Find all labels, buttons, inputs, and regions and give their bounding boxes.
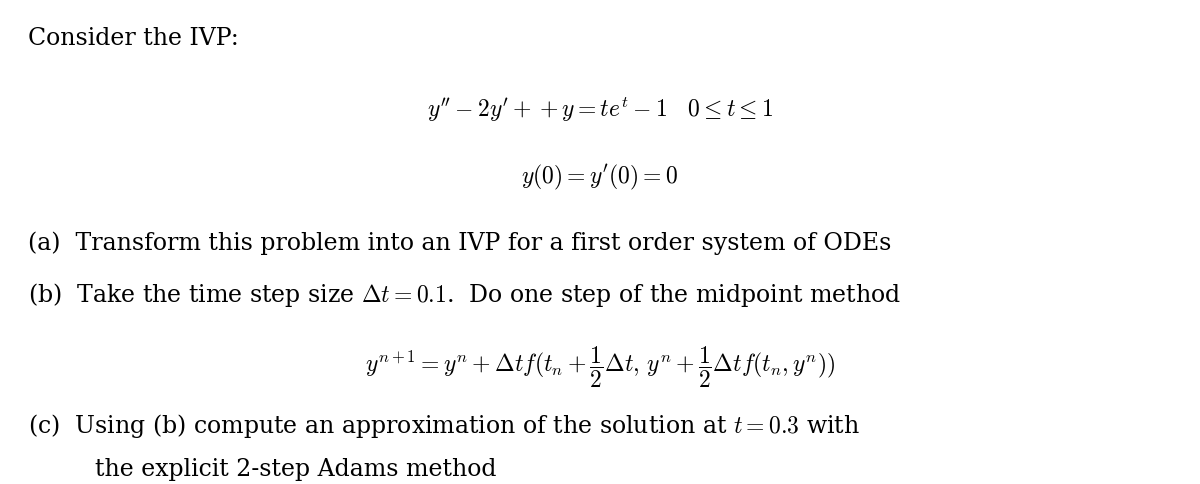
Text: (a)  Transform this problem into an IVP for a first order system of ODEs: (a) Transform this problem into an IVP f… xyxy=(28,230,892,254)
Text: $y(0) = y'(0) = 0$: $y(0) = y'(0) = 0$ xyxy=(522,163,678,192)
Text: $y'' - 2y' + +y = te^t - 1 \quad 0 \leq t \leq 1$: $y'' - 2y' + +y = te^t - 1 \quad 0 \leq … xyxy=(427,95,773,124)
Text: (b)  Take the time step size $\Delta t = 0.1$.  Do one step of the midpoint meth: (b) Take the time step size $\Delta t = … xyxy=(28,280,901,308)
Text: Consider the IVP:: Consider the IVP: xyxy=(28,27,239,50)
Text: (c)  Using (b) compute an approximation of the solution at $t = 0.3$ with: (c) Using (b) compute an approximation o… xyxy=(28,411,860,439)
Text: $y^{n+1} = y^n + \Delta t f(t_n + \dfrac{1}{2}\Delta t,\, y^n + \dfrac{1}{2}\Del: $y^{n+1} = y^n + \Delta t f(t_n + \dfrac… xyxy=(365,344,835,389)
Text: the explicit 2-step Adams method: the explicit 2-step Adams method xyxy=(95,457,497,480)
